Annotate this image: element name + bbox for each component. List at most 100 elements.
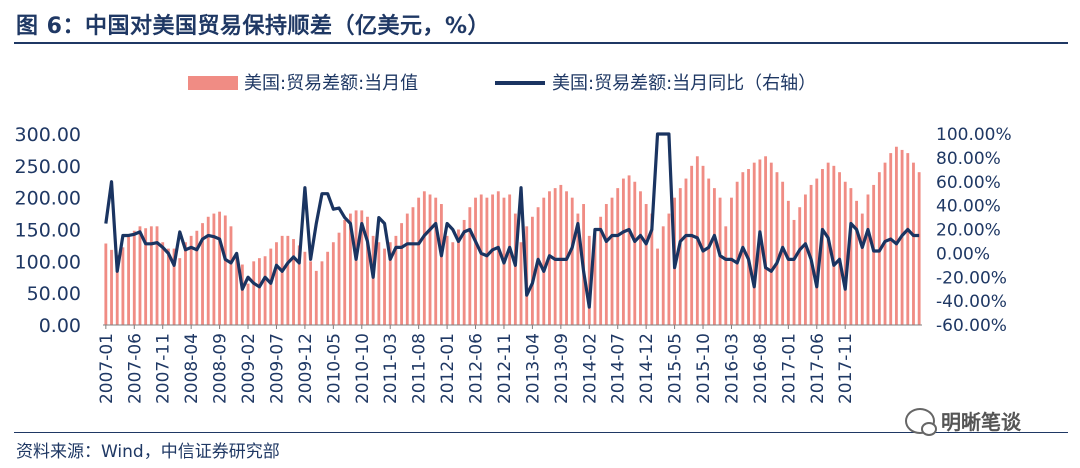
bar <box>894 146 898 325</box>
bar <box>491 194 495 325</box>
bar <box>735 181 739 325</box>
bar <box>821 169 824 325</box>
bar <box>206 216 210 325</box>
watermark: 明晰笔谈 <box>905 406 1021 436</box>
bar <box>411 207 415 325</box>
bar <box>843 181 847 325</box>
x-tick-label: 2012-01 <box>438 333 458 404</box>
legend: 美国:贸易差额:当月值 美国:贸易差额:当月同比（右轴） <box>188 73 816 94</box>
bar <box>639 191 642 325</box>
bar <box>439 204 443 325</box>
bar <box>218 211 222 325</box>
source-note: 资料来源：Wind，中信证券研究部 <box>16 442 280 462</box>
bar <box>513 213 517 325</box>
bar <box>621 178 625 325</box>
bar <box>269 248 273 325</box>
bar <box>530 216 534 325</box>
bar <box>707 178 711 325</box>
bar <box>627 175 631 325</box>
chart-title: 图 6：中国对美国贸易保持顺差（亿美元，%） <box>16 14 491 39</box>
wechat-icon <box>905 407 937 436</box>
bar <box>434 197 438 325</box>
bar <box>257 258 261 325</box>
bar <box>855 200 859 325</box>
bar <box>138 226 142 325</box>
bar <box>656 248 659 325</box>
x-tick-label: 2014-12 <box>637 333 657 404</box>
y-left-tick: 50.00 <box>27 283 81 305</box>
line-series <box>104 132 920 309</box>
bar <box>337 232 341 325</box>
bar <box>633 181 637 325</box>
y-right-tick: 40.00% <box>936 197 1001 217</box>
x-tick-label: 2011-08 <box>410 333 430 404</box>
bar <box>690 165 694 325</box>
x-tick-label: 2010-05 <box>324 333 344 404</box>
bar <box>496 191 500 325</box>
title-divider <box>14 42 1068 44</box>
bar <box>394 235 398 325</box>
y-left-tick: 0.00 <box>39 315 81 337</box>
bar <box>371 235 375 325</box>
bar <box>366 216 369 325</box>
legend-bar-swatch <box>188 76 238 90</box>
x-tick-label: 2012-06 <box>467 333 487 404</box>
bar <box>223 215 227 325</box>
bar <box>132 230 136 325</box>
bar <box>747 169 750 325</box>
y-right-tick: 0.00% <box>936 244 990 264</box>
bar <box>508 194 512 325</box>
bar <box>422 191 426 325</box>
yoy-line <box>104 132 920 309</box>
bar <box>599 216 603 325</box>
y-left-tick: 100.00 <box>15 251 81 273</box>
bar <box>320 261 324 325</box>
bar <box>866 194 870 325</box>
y-right-tick: -20.00% <box>936 268 1007 288</box>
x-tick-label: 2016-03 <box>722 333 742 404</box>
bar <box>570 197 574 325</box>
bar <box>667 213 671 325</box>
bar <box>314 270 318 325</box>
bar <box>297 245 301 325</box>
bar <box>468 207 472 325</box>
bar <box>252 261 256 325</box>
x-tick-label: 2017-06 <box>808 333 828 404</box>
bar <box>912 162 915 325</box>
bar <box>451 242 455 325</box>
bar <box>195 230 199 325</box>
x-tick-label: 2007-11 <box>154 333 174 404</box>
bar <box>172 248 176 325</box>
y-left-tick: 300.00 <box>15 124 81 146</box>
bar <box>650 213 654 325</box>
y-right-tick: 100.00% <box>936 125 1012 145</box>
bar <box>786 200 790 325</box>
x-tick-label: 2015-10 <box>694 333 714 404</box>
bar <box>189 235 193 325</box>
bar <box>917 172 921 325</box>
bar <box>178 258 182 325</box>
bar <box>764 156 768 325</box>
x-tick-label: 2009-02 <box>239 333 259 404</box>
bar <box>280 235 284 325</box>
bar <box>155 226 159 325</box>
bar <box>405 213 409 325</box>
bar <box>906 153 910 325</box>
trade-balance-chart: 美国:贸易差额:当月值 美国:贸易差额:当月同比（右轴） 0.00 50.00 10… <box>15 73 1012 404</box>
y-left-tick: 250.00 <box>15 156 81 178</box>
source-divider <box>14 432 1068 433</box>
x-tick-label: 2007-06 <box>125 333 145 404</box>
bar <box>849 188 853 325</box>
bar <box>388 242 392 325</box>
bar <box>474 197 477 325</box>
x-tick-label: 2007-01 <box>97 333 117 404</box>
bar <box>519 242 523 325</box>
bar <box>684 178 688 325</box>
bar <box>127 235 131 325</box>
bar <box>832 165 836 325</box>
bar <box>610 197 614 325</box>
bar <box>104 243 108 325</box>
bar <box>110 249 113 325</box>
watermark-text: 明晰笔谈 <box>941 410 1021 434</box>
bar <box>860 213 864 325</box>
